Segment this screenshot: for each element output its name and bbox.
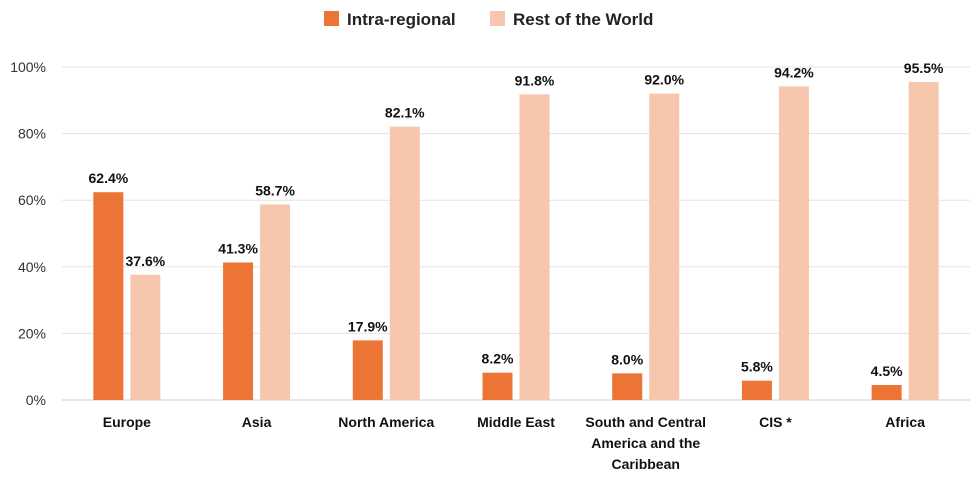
bar-rest-of-the-world: [389, 126, 420, 401]
bar-intra-regional: [741, 380, 772, 400]
legend-label-intra-regional: Intra-regional: [347, 10, 456, 29]
data-label: 17.9%: [348, 318, 388, 334]
data-label: 58.7%: [255, 183, 295, 199]
data-label: 62.4%: [89, 170, 129, 186]
data-label: 95.5%: [904, 60, 944, 76]
category-label: CIS *: [759, 414, 792, 430]
data-labels: 62.4% 37.6% 41.3% 58.7% 17.9% 82.1% 8.2% 91.8% 8…: [89, 60, 945, 379]
data-label: 4.5%: [871, 363, 903, 379]
category-label: Middle East: [477, 414, 555, 430]
category-label: Asia: [242, 414, 272, 430]
category-label: South and Central America and the Caribbea…: [585, 414, 706, 472]
legend-swatch-intra-regional: [324, 11, 339, 26]
data-label: 94.2%: [774, 64, 814, 80]
bar-rest-of-the-world: [260, 204, 291, 400]
bar-rest-of-the-world: [778, 86, 809, 401]
data-label: 41.3%: [218, 240, 258, 256]
y-tick-label: 60%: [18, 192, 46, 208]
y-tick-label: 20%: [18, 325, 46, 341]
data-label: 8.0%: [611, 351, 643, 367]
bar-intra-regional: [612, 373, 643, 400]
bar-intra-regional: [871, 385, 902, 400]
y-tick-label: 80%: [18, 126, 46, 142]
data-label: 82.1%: [385, 105, 425, 121]
bar-rest-of-the-world: [519, 94, 550, 400]
data-label: 91.8%: [515, 72, 555, 88]
bar-intra-regional: [352, 340, 383, 400]
data-label: 37.6%: [126, 253, 166, 269]
bar-intra-regional: [223, 262, 254, 400]
y-tick-label: 0%: [26, 392, 46, 408]
bar-intra-regional: [93, 192, 124, 400]
category-label: Africa: [885, 414, 925, 430]
bar-rest-of-the-world: [908, 81, 939, 401]
legend-label-rest-of-the-world: Rest of the World: [513, 10, 653, 29]
legend: Intra-regional Rest of the World: [324, 10, 653, 29]
bar-rest-of-the-world: [130, 274, 161, 400]
y-tick-label: 100%: [10, 59, 46, 75]
category-label: North America: [338, 414, 434, 430]
category-labels: Europe Asia North America Middle East South …: [103, 414, 925, 472]
data-label: 92.0%: [644, 72, 684, 88]
bar-rest-of-the-world: [649, 93, 680, 400]
bars: [93, 81, 939, 401]
y-axis-tick-labels: 0% 20% 40% 60% 80% 100%: [10, 59, 46, 408]
bar-intra-regional: [482, 372, 513, 400]
category-label: Europe: [103, 414, 151, 430]
data-label: 5.8%: [741, 359, 773, 375]
gridlines: [62, 66, 970, 401]
legend-swatch-rest-of-the-world: [490, 11, 505, 26]
data-label: 8.2%: [482, 351, 514, 367]
y-tick-label: 40%: [18, 259, 46, 275]
